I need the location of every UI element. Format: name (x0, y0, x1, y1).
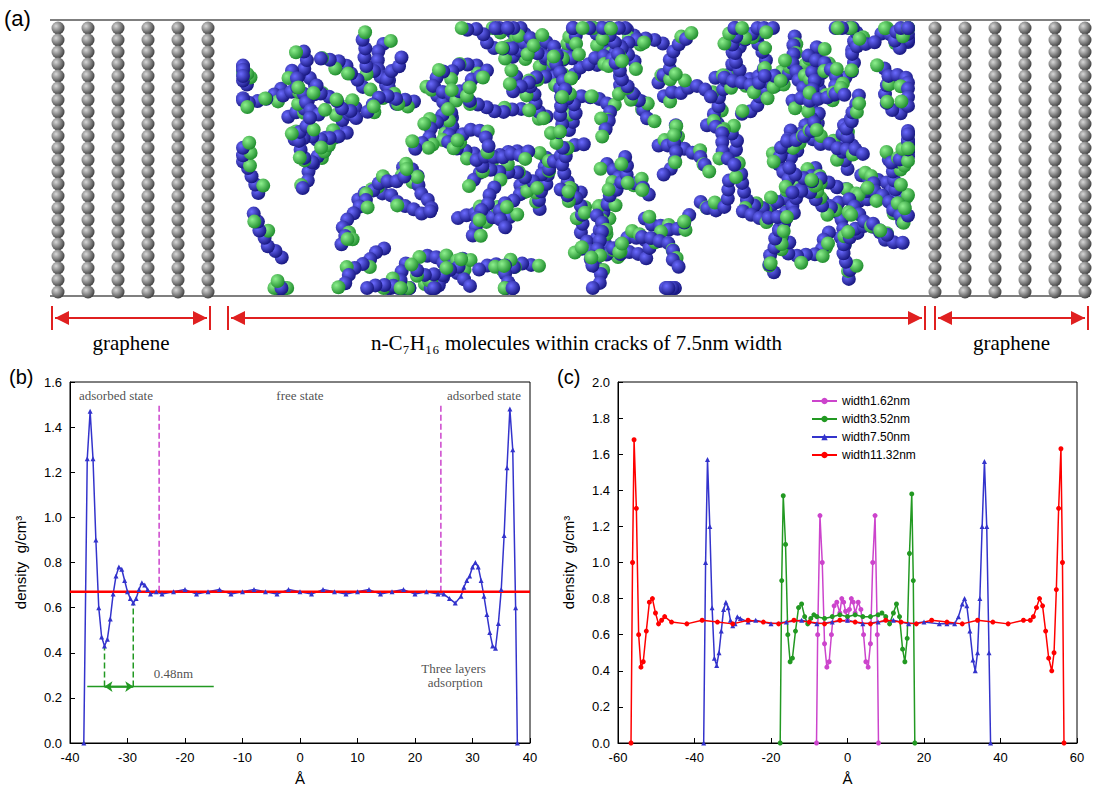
svg-text:n-C₇H₁₆ molecules within crack: n-C₇H₁₆ molecules within cracks of 7.5nm… (371, 331, 782, 355)
svg-text:0.0: 0.0 (44, 736, 62, 751)
svg-text:1.6: 1.6 (592, 447, 610, 462)
svg-text:-30: -30 (118, 750, 137, 765)
svg-text:-10: -10 (233, 750, 252, 765)
svg-text:0.48nm: 0.48nm (154, 666, 193, 681)
svg-text:0.8: 0.8 (44, 555, 62, 570)
svg-text:1.2: 1.2 (44, 465, 62, 480)
svg-text:density g/cm³: density g/cm³ (560, 516, 577, 609)
svg-text:-20: -20 (176, 750, 195, 765)
svg-text:-40: -40 (61, 750, 80, 765)
svg-text:(c): (c) (557, 366, 580, 388)
svg-text:(b): (b) (9, 366, 33, 388)
svg-text:adsorption: adsorption (428, 675, 483, 690)
svg-text:adsorbed state: adsorbed state (447, 388, 521, 403)
svg-text:1.4: 1.4 (44, 420, 62, 435)
svg-text:0.6: 0.6 (592, 627, 610, 642)
svg-text:width1.62nm: width1.62nm (841, 394, 910, 408)
svg-text:graphene: graphene (973, 331, 1050, 355)
svg-text:-60: -60 (609, 750, 628, 765)
svg-text:40: 40 (993, 750, 1007, 765)
svg-text:10: 10 (350, 750, 364, 765)
svg-text:adsorbed state: adsorbed state (79, 388, 153, 403)
svg-text:20: 20 (408, 750, 422, 765)
svg-text:width7.50nm: width7.50nm (841, 430, 910, 444)
svg-text:0: 0 (844, 750, 851, 765)
svg-text:graphene: graphene (93, 331, 170, 355)
svg-text:width11.32nm: width11.32nm (841, 448, 916, 462)
svg-text:1.2: 1.2 (592, 519, 610, 534)
svg-text:0.2: 0.2 (44, 690, 62, 705)
svg-text:1.0: 1.0 (44, 510, 62, 525)
svg-text:0.0: 0.0 (592, 736, 610, 751)
svg-text:2.0: 2.0 (592, 375, 610, 390)
svg-text:Å: Å (295, 770, 305, 787)
svg-text:60: 60 (1070, 750, 1084, 765)
svg-text:1.8: 1.8 (592, 411, 610, 426)
svg-text:-40: -40 (685, 750, 704, 765)
svg-text:20: 20 (917, 750, 931, 765)
svg-text:30: 30 (465, 750, 479, 765)
svg-text:-20: -20 (762, 750, 781, 765)
svg-text:1.6: 1.6 (44, 375, 62, 390)
svg-text:0: 0 (296, 750, 303, 765)
svg-text:0.4: 0.4 (592, 663, 610, 678)
svg-text:(a): (a) (4, 6, 31, 31)
svg-text:40: 40 (523, 750, 537, 765)
svg-text:1.4: 1.4 (592, 483, 610, 498)
svg-text:0.8: 0.8 (592, 591, 610, 606)
svg-text:free state: free state (276, 388, 324, 403)
svg-text:Å: Å (842, 770, 852, 787)
svg-text:0.6: 0.6 (44, 600, 62, 615)
svg-text:0.2: 0.2 (592, 699, 610, 714)
svg-text:density g/cm³: density g/cm³ (12, 516, 29, 609)
svg-text:width3.52nm: width3.52nm (841, 412, 910, 426)
svg-text:Three layers: Three layers (421, 661, 489, 676)
svg-text:1.0: 1.0 (592, 555, 610, 570)
svg-text:0.4: 0.4 (44, 645, 62, 660)
